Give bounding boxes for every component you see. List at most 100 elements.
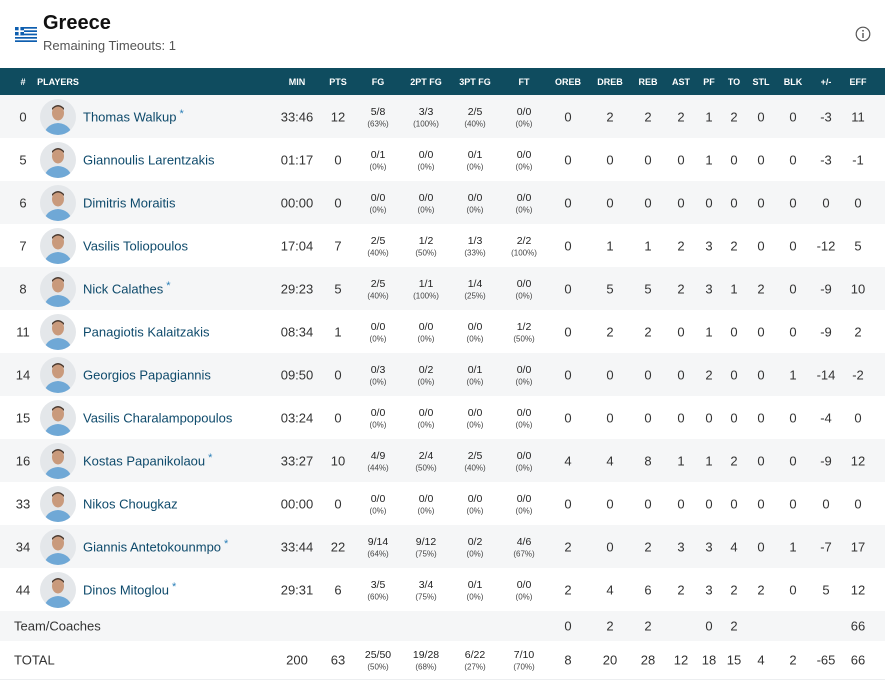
stat-cell: 6: [334, 582, 342, 597]
shot-pct: (44%): [367, 463, 389, 472]
stat-cell: 1: [789, 539, 797, 554]
shot-pct: (0%): [369, 205, 387, 214]
stat-cell: 33:44: [280, 539, 314, 554]
shot-pct: (0%): [515, 205, 533, 214]
shot-made: 6/22: [464, 649, 486, 661]
column-header: MIN: [288, 77, 306, 87]
shot-pct: (0%): [369, 377, 387, 386]
player-name[interactable]: Vasilis Toliopoulos: [83, 238, 189, 253]
player-name[interactable]: Vasilis Charalampopoulos: [83, 410, 233, 425]
stat-cell: 0: [606, 367, 614, 382]
shot-pct: (0%): [515, 119, 533, 128]
shot-made: 0/0: [370, 406, 386, 419]
shot-made: 0/0: [370, 492, 386, 505]
shot-made: 5/8: [370, 105, 386, 118]
stat-cell: 0: [730, 367, 738, 382]
stat-cell: 0: [564, 195, 572, 210]
player-name[interactable]: Kostas Papanikolaou: [83, 453, 206, 468]
shot-pct: (68%): [415, 662, 437, 672]
shot-made: 0/0: [516, 105, 532, 118]
player-name[interactable]: Dimitris Moraitis: [83, 195, 176, 210]
shot-pct: (0%): [466, 334, 484, 343]
stat-cell: 22: [330, 539, 346, 554]
stat-cell: 2: [564, 582, 572, 597]
stat-cell: 0: [789, 152, 797, 167]
stat-cell: -3: [820, 152, 832, 167]
shot-made: 1/3: [467, 234, 483, 247]
stat-cell: 1: [606, 238, 614, 253]
column-header: 3PT FG: [459, 77, 491, 87]
shot-pct: (25%): [464, 291, 486, 300]
stat-cell: -1: [852, 152, 864, 167]
column-header: AST: [672, 77, 690, 87]
player-photo: [40, 313, 76, 350]
player-name[interactable]: Dinos Mitoglou: [83, 582, 169, 597]
row-label: TOTAL: [14, 652, 55, 668]
stat-cell: 0: [644, 410, 652, 425]
stat-cell: 0: [677, 152, 685, 167]
shot-pct: (0%): [515, 592, 533, 601]
shot-pct: (0%): [466, 420, 484, 429]
stat-cell: 0: [757, 539, 765, 554]
row-background: [0, 611, 885, 642]
stat-cell: 2: [677, 238, 685, 253]
player-name[interactable]: Giannoulis Larentzakis: [83, 152, 215, 167]
stat-cell: 5: [854, 238, 862, 253]
stat-cell: -12: [816, 238, 836, 253]
stat-cell: 3: [705, 238, 713, 253]
shot-made: 4/9: [370, 449, 386, 462]
shot-made: 0/0: [467, 492, 483, 505]
shot-pct: (50%): [367, 662, 389, 672]
shot-made: 0/3: [370, 363, 386, 376]
player-name[interactable]: Thomas Walkup: [83, 109, 177, 124]
column-header: EFF: [849, 77, 867, 87]
stat-cell: 0: [822, 195, 830, 210]
player-name[interactable]: Georgios Papagiannis: [83, 367, 211, 382]
stat-cell: -9: [820, 453, 832, 468]
shot-made: 19/28: [412, 649, 440, 661]
stat-cell: 1: [705, 453, 713, 468]
shot-made: 0/0: [516, 406, 532, 419]
stat-cell: 1: [730, 281, 738, 296]
player-photo: [40, 528, 76, 565]
stat-cell: 12: [850, 582, 866, 597]
stat-cell: 0: [789, 496, 797, 511]
shot-pct: (0%): [369, 334, 387, 343]
player-photo: [40, 184, 76, 221]
jersey-number: 14: [15, 367, 31, 382]
player-name[interactable]: Nick Calathes: [83, 281, 164, 296]
player-name[interactable]: Giannis Antetokounmpo: [83, 539, 222, 554]
shot-pct: (0%): [515, 377, 533, 386]
player-name[interactable]: Panagiotis Kalaitzakis: [83, 324, 210, 339]
column-header: FT: [518, 77, 530, 87]
jersey-number: 15: [15, 410, 31, 425]
column-header: TO: [727, 77, 741, 87]
stat-cell: 1: [334, 324, 342, 339]
player-name[interactable]: Nikos Chougkaz: [83, 496, 178, 511]
stat-cell: 2: [644, 324, 652, 339]
stat-cell: 0: [789, 410, 797, 425]
stat-cell: 1: [644, 238, 652, 253]
stat-cell: 00:00: [280, 195, 314, 210]
stat-cell: -14: [816, 367, 836, 382]
stat-cell: 1: [705, 109, 713, 124]
info-icon[interactable]: [855, 26, 871, 42]
stat-cell: 0: [606, 152, 614, 167]
shot-pct: (0%): [515, 162, 533, 171]
stat-cell: 4: [730, 539, 738, 554]
stat-cell: 0: [677, 496, 685, 511]
stat-cell: 5: [334, 281, 342, 296]
stat-cell: 0: [757, 453, 765, 468]
player-photo: [40, 227, 76, 264]
stat-cell: 2: [644, 618, 652, 634]
shot-pct: (0%): [466, 592, 484, 601]
stat-cell: 0: [606, 539, 614, 554]
shot-made: 0/2: [418, 363, 434, 376]
player-photo: [40, 571, 76, 608]
stat-cell: 33:46: [280, 109, 314, 124]
stat-cell: 12: [330, 109, 346, 124]
stat-cell: 2: [606, 324, 614, 339]
stat-cell: 0: [757, 238, 765, 253]
stat-cell: 17: [850, 539, 866, 554]
shot-made: 0/0: [516, 191, 532, 204]
